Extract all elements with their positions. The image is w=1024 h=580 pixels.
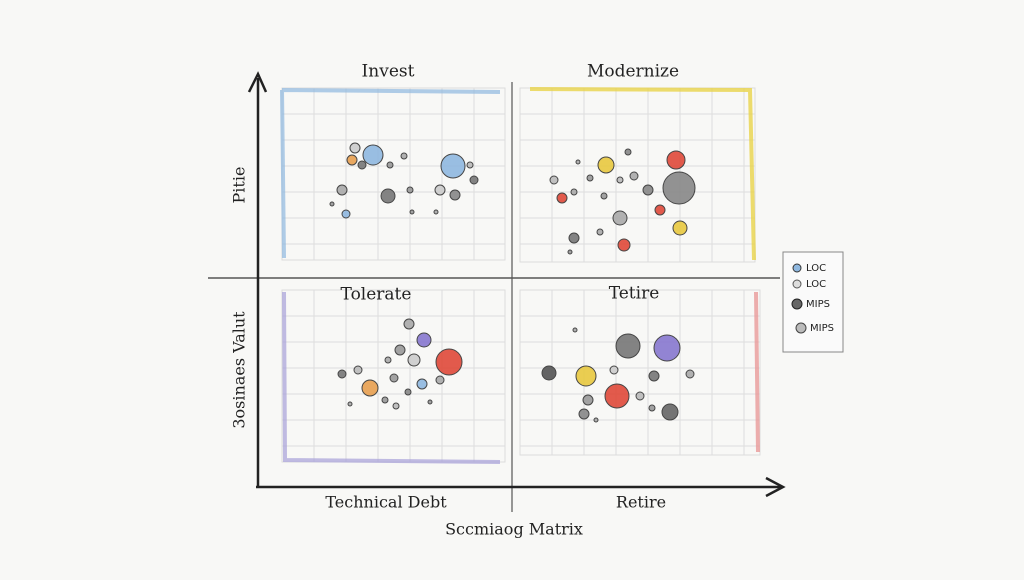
bubble [672, 220, 688, 236]
bubble [597, 156, 615, 174]
bubble [403, 318, 415, 330]
bubble [329, 201, 335, 207]
legend-swatch [792, 279, 802, 289]
bubble [347, 401, 353, 407]
quadrant-label: Invest [362, 62, 415, 82]
bubble [578, 408, 590, 420]
quadrant-label: Tetire [609, 284, 660, 304]
bubble [380, 188, 396, 204]
bubble [381, 396, 389, 404]
bubble [435, 348, 463, 376]
bubble [653, 334, 681, 362]
arrow [247, 71, 268, 93]
bubble [567, 249, 573, 255]
bubble [469, 175, 479, 185]
bubble [341, 209, 351, 219]
y-axis-label: Pitie [230, 167, 249, 204]
bubble [416, 378, 428, 390]
accent [529, 87, 756, 261]
bubble [406, 186, 414, 194]
bubble [600, 192, 608, 200]
bubble [662, 171, 696, 205]
legend-label: LOC [806, 263, 826, 274]
bubble [346, 154, 358, 166]
legend-label: MIPS [810, 323, 834, 334]
bubble [612, 210, 628, 226]
bubble [427, 399, 433, 405]
bubble [337, 369, 347, 379]
bubble [575, 159, 581, 165]
bubble [642, 184, 654, 196]
bubble [615, 333, 641, 359]
bubble [433, 209, 439, 215]
legend-label: LOC [806, 279, 826, 290]
bubble [575, 365, 597, 387]
bubble [409, 209, 415, 215]
bubble [586, 174, 594, 182]
bubble [629, 171, 639, 181]
bubble [384, 356, 392, 364]
quadrant-label: Tolerate [341, 285, 412, 305]
bubble [616, 176, 624, 184]
legend-label: MIPS [806, 299, 830, 310]
accent [282, 291, 501, 464]
bubble [435, 375, 445, 385]
bubble [362, 144, 384, 166]
quadrant-label: Modernize [587, 62, 679, 82]
bubble [361, 379, 379, 397]
bubble [404, 388, 412, 396]
bubble [466, 161, 474, 169]
bubble [624, 148, 632, 156]
bubble [400, 152, 408, 160]
bubble [570, 188, 578, 196]
quadrant-frame [519, 289, 761, 456]
bubble [336, 184, 348, 196]
bubble [416, 332, 432, 348]
bubble [394, 344, 406, 356]
bubble [617, 238, 631, 252]
bubble [389, 373, 399, 383]
bubble [568, 232, 580, 244]
arrow [765, 476, 786, 498]
bubble [572, 327, 578, 333]
legend-swatch [792, 263, 802, 273]
bubble [648, 370, 660, 382]
bubble [407, 353, 421, 367]
bubble [648, 404, 656, 412]
caption: Sccmiaog Matrix [445, 520, 583, 539]
legend-swatch [791, 298, 803, 310]
legend-swatch [795, 322, 807, 334]
bubble [357, 160, 367, 170]
bubble [582, 394, 594, 406]
x-axis-label: Technical Debt [325, 493, 447, 512]
grid [282, 88, 760, 462]
bubble [654, 204, 666, 216]
bubble [541, 365, 557, 381]
accent [280, 88, 501, 259]
y-axis-label: 3osinaes Valut [230, 311, 249, 429]
x-axis-label: Retire [616, 493, 666, 512]
bubble [609, 365, 619, 375]
bubble [604, 383, 630, 409]
bubble [596, 228, 604, 236]
accent [754, 291, 760, 453]
bubble [434, 184, 446, 196]
bubble [635, 391, 645, 401]
bubble [392, 402, 400, 410]
bubble [685, 369, 695, 379]
bubble [666, 150, 686, 170]
bubble [349, 142, 361, 154]
bubble [440, 153, 466, 179]
bubble [386, 161, 394, 169]
bubble [353, 365, 363, 375]
bubble [593, 417, 599, 423]
bubble [556, 192, 568, 204]
bubble [549, 175, 559, 185]
bubble [449, 189, 461, 201]
bubbles [329, 142, 696, 423]
bubble [661, 403, 679, 421]
